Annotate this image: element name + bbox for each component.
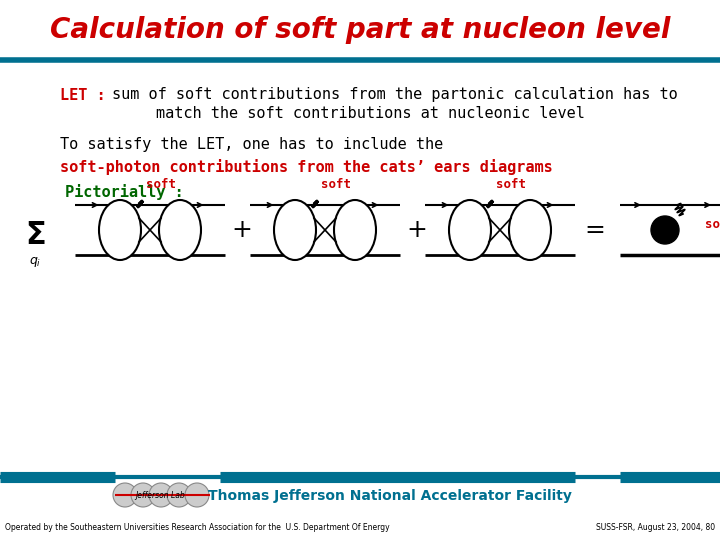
Ellipse shape — [159, 200, 201, 260]
Text: Operated by the Southeastern Universities Research Association for the  U.S. Dep: Operated by the Southeastern Universitie… — [5, 523, 390, 532]
Text: soft: soft — [321, 178, 351, 191]
Circle shape — [651, 216, 679, 244]
Text: To satisfy the LET, one has to include the: To satisfy the LET, one has to include t… — [60, 138, 444, 152]
Circle shape — [185, 483, 209, 507]
Text: SUSS-FSR, August 23, 2004, 80: SUSS-FSR, August 23, 2004, 80 — [596, 523, 715, 532]
Circle shape — [167, 483, 191, 507]
Ellipse shape — [99, 200, 141, 260]
Text: $q_i$: $q_i$ — [29, 255, 41, 269]
Text: $\mathbf{\Sigma}$: $\mathbf{\Sigma}$ — [24, 220, 45, 249]
Text: sum of soft contributions from the partonic calculation has to: sum of soft contributions from the parto… — [112, 87, 678, 103]
Circle shape — [113, 483, 137, 507]
Ellipse shape — [449, 200, 491, 260]
Text: Thomas Jefferson National Accelerator Facility: Thomas Jefferson National Accelerator Fa… — [208, 489, 572, 503]
Text: soft: soft — [146, 178, 176, 191]
Text: soft-photon contributions from the cats’ ears diagrams: soft-photon contributions from the cats’… — [60, 159, 553, 175]
Text: soft: soft — [496, 178, 526, 191]
Text: soft: soft — [705, 219, 720, 232]
Text: LET :: LET : — [60, 87, 114, 103]
Text: =: = — [585, 218, 606, 242]
Text: Calculation of soft part at nucleon level: Calculation of soft part at nucleon leve… — [50, 16, 670, 44]
Text: Pictorially :: Pictorially : — [65, 184, 184, 200]
Ellipse shape — [274, 200, 316, 260]
Text: Jefferson Lab: Jefferson Lab — [135, 490, 185, 500]
Text: +: + — [232, 218, 253, 242]
Text: +: + — [407, 218, 428, 242]
Circle shape — [131, 483, 155, 507]
Ellipse shape — [334, 200, 376, 260]
Circle shape — [149, 483, 173, 507]
Ellipse shape — [509, 200, 551, 260]
Text: match the soft contributions at nucleonic level: match the soft contributions at nucleoni… — [156, 105, 585, 120]
